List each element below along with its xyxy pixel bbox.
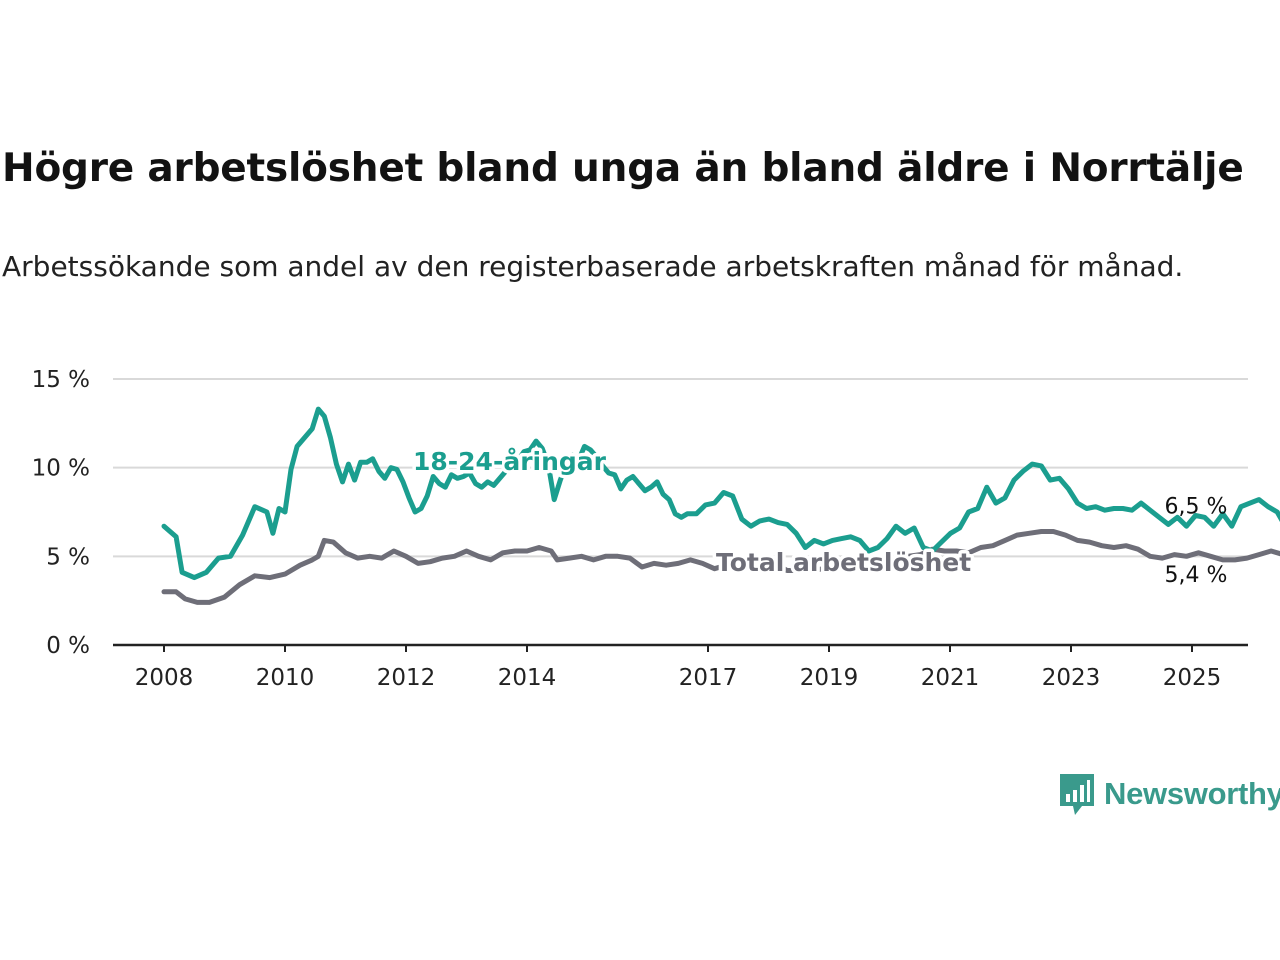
x-tick-label: 2017 xyxy=(679,665,738,691)
x-tick-label: 2023 xyxy=(1042,665,1101,691)
series-label-youth-halo: 18-24-åringar xyxy=(413,447,607,476)
end-label-total: 5,4 % xyxy=(1165,563,1228,588)
x-tick-label: 2012 xyxy=(377,665,436,691)
y-tick-label: 10 % xyxy=(32,456,90,482)
series-label-total-halo: Total arbetslöshet xyxy=(716,548,971,577)
y-axis: 0 % 5 % 10 % 15 % xyxy=(32,367,90,659)
y-tick-label: 0 % xyxy=(46,633,90,659)
brand-name: Newsworthy xyxy=(1104,776,1280,811)
x-tick-label: 2025 xyxy=(1163,665,1222,691)
series-lines xyxy=(161,406,1280,605)
y-tick-label: 5 % xyxy=(46,544,90,570)
newsworthy-logo-icon xyxy=(1060,774,1094,815)
x-tick-label: 2008 xyxy=(135,665,194,691)
x-tick-label: 2010 xyxy=(256,665,315,691)
x-tick-label: 2021 xyxy=(921,665,980,691)
series-label-youth: 18-24-åringar xyxy=(413,447,607,476)
x-tick-label: 2019 xyxy=(800,665,859,691)
gridlines xyxy=(113,378,1248,558)
end-label-youth: 6,5 % xyxy=(1165,495,1228,520)
chart-subtitle: Arbetssökande som andel av den registerb… xyxy=(2,250,1184,283)
series-line xyxy=(161,406,1280,581)
x-axis: 2008 2010 2012 2014 2017 2019 2021 2023 2025 xyxy=(113,643,1248,691)
y-tick-label: 15 % xyxy=(32,367,90,393)
newsworthy-logo: Newsworthy xyxy=(1058,772,1280,816)
chart-title: Högre arbetslöshet bland unga än bland ä… xyxy=(2,146,1244,191)
series-label-total: Total arbetslöshet xyxy=(716,548,971,577)
line-chart: 0 %5 %10 %15 % 2008 2010 2012 2014 2017 2019 2… xyxy=(32,367,1280,691)
x-tick-label: 2014 xyxy=(498,665,557,691)
series-line xyxy=(161,529,1280,605)
